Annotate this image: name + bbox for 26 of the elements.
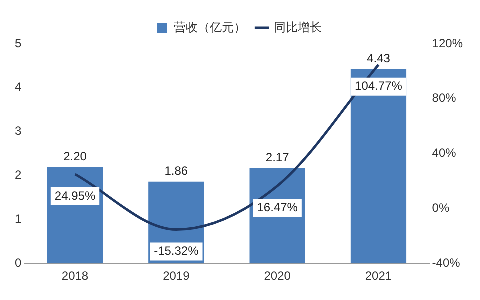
- y-tick-label: 5: [14, 36, 22, 50]
- y2-tick-label: 40%: [432, 146, 457, 160]
- x-tick-label: 2018: [62, 269, 89, 284]
- x-tick-label: 2021: [365, 269, 392, 284]
- y-tick-label: 2: [14, 168, 22, 182]
- data-label: 4.43: [367, 51, 391, 66]
- y2-tick-label: 0%: [432, 201, 450, 216]
- legend-label: 同比增长: [274, 20, 322, 34]
- data-label: 24.95%: [54, 188, 96, 203]
- data-label: -15.32%: [154, 244, 200, 258]
- data-label: 104.77%: [355, 79, 403, 94]
- x-tick-label: 2019: [163, 269, 190, 284]
- data-label: 2.20: [64, 149, 88, 164]
- y-tick-label: 4: [14, 80, 22, 94]
- legend-label: 营收（亿元）: [174, 20, 246, 34]
- y-tick-label: 3: [14, 124, 22, 138]
- data-label: 2.17: [266, 150, 290, 165]
- y2-tick-label: -40%: [432, 256, 461, 270]
- y-tick-label: 1: [14, 212, 22, 226]
- data-label: 16.47%: [257, 200, 298, 214]
- y2-tick-label: 120%: [432, 36, 464, 50]
- data-label: 1.86: [164, 164, 188, 178]
- x-tick-label: 2020: [264, 269, 292, 284]
- bar: [350, 69, 407, 264]
- y-tick-label: 0: [14, 256, 22, 270]
- y2-tick-label: 80%: [432, 91, 457, 106]
